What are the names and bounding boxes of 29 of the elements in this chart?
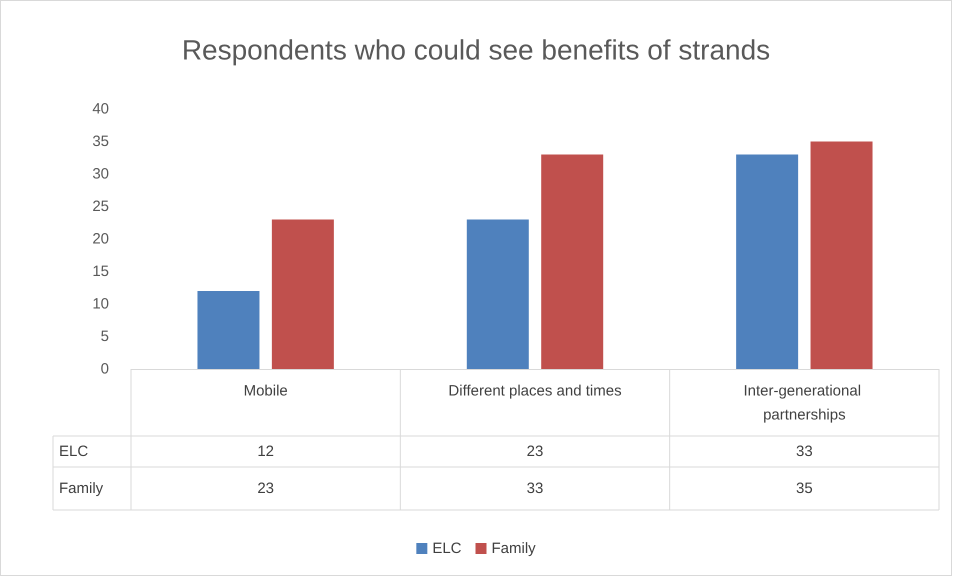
y-tick-label: 15 bbox=[92, 263, 109, 280]
bar bbox=[272, 220, 334, 369]
data-label: 12 bbox=[257, 443, 274, 460]
y-tick-label: 40 bbox=[92, 100, 109, 118]
data-label: 33 bbox=[796, 443, 813, 460]
y-tick-label: 25 bbox=[92, 198, 109, 215]
x-tick-label: Mobile bbox=[244, 382, 288, 400]
data-label: 23 bbox=[526, 443, 544, 460]
y-tick-label: 35 bbox=[92, 133, 109, 150]
data-label: 33 bbox=[526, 480, 544, 497]
legend-label: Family bbox=[492, 540, 536, 557]
bar bbox=[466, 220, 529, 369]
data-label: 35 bbox=[796, 480, 813, 497]
data-label: 23 bbox=[257, 480, 274, 497]
bar bbox=[541, 154, 604, 369]
bar bbox=[736, 154, 798, 369]
bar bbox=[197, 291, 260, 369]
text: Family bbox=[59, 480, 104, 497]
y-tick-label: 0 bbox=[100, 360, 109, 378]
chart-title: Respondents who could see benefits of strands bbox=[182, 34, 770, 66]
bar bbox=[810, 142, 873, 369]
y-tick-label: 20 bbox=[92, 230, 109, 248]
text: ELC bbox=[59, 443, 88, 460]
x-tick-label: Inter-generational partnerships bbox=[743, 382, 866, 424]
y-tick-label: 10 bbox=[92, 296, 109, 312]
y-tick-label: 5 bbox=[100, 328, 109, 345]
legend-label: ELC bbox=[432, 540, 462, 557]
y-tick-label: 30 bbox=[92, 166, 109, 182]
x-tick-label: Different places and times bbox=[448, 382, 622, 400]
